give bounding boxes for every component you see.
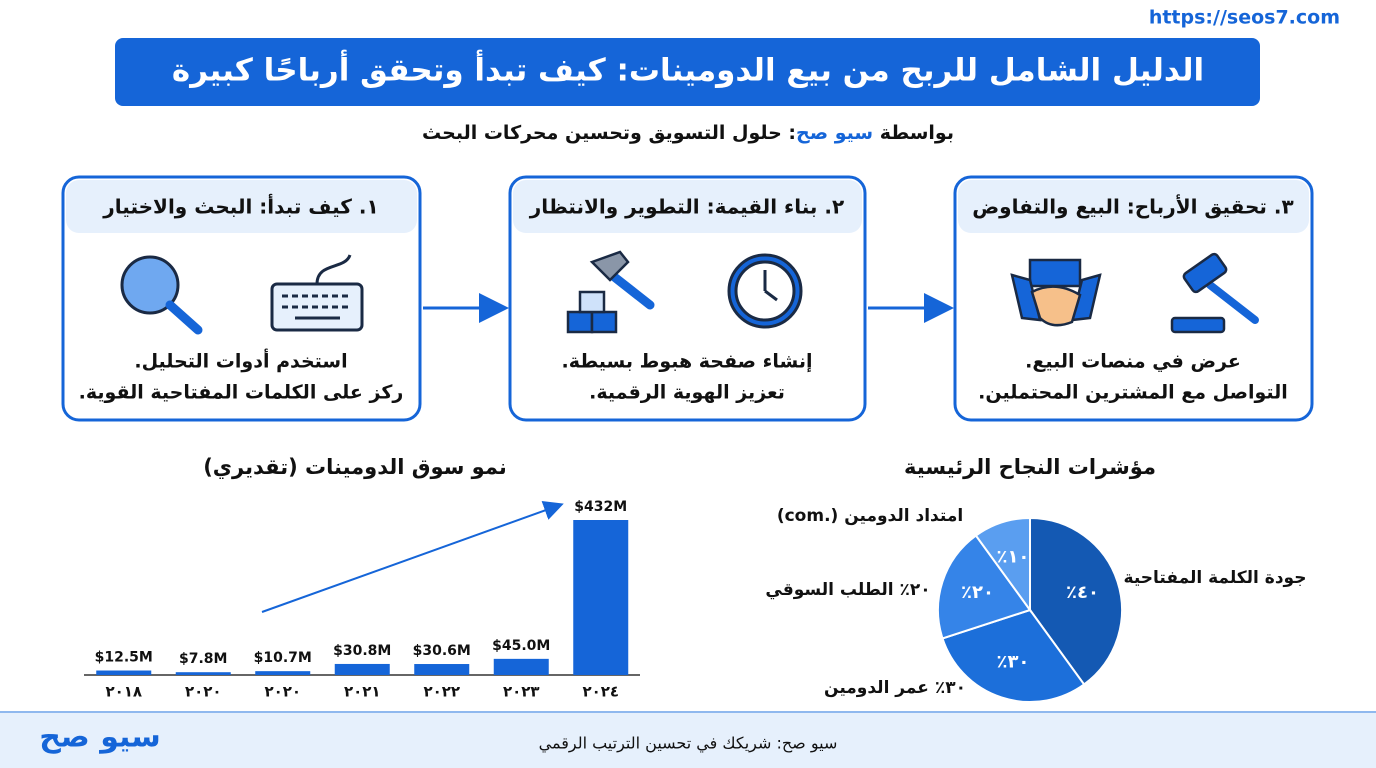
slice-label: جودة الكلمة المفتاحية <box>1124 568 1307 588</box>
step-line: ركز على الكلمات المفتاحية القوية. <box>79 382 404 404</box>
value-label: $45.0M <box>492 638 550 654</box>
chart-title: نمو سوق الدومينات (تقديري) <box>203 455 507 480</box>
handshake-icon <box>1010 258 1102 327</box>
bar <box>96 670 152 675</box>
value-label: $30.6M <box>413 643 471 659</box>
bar <box>255 671 311 675</box>
pie-slice <box>974 516 1031 614</box>
x-tick-label: ٢٠٢٣ <box>503 683 540 701</box>
bar <box>175 672 231 675</box>
value-label: ٪٤٠ <box>1066 582 1099 603</box>
blocks-hammer-icon <box>566 250 655 334</box>
url: https://seos7.com <box>1149 7 1340 29</box>
footer-band <box>0 712 1376 768</box>
chart-title: مؤشرات النجاح الرئيسية <box>904 455 1156 479</box>
pie-slice <box>1029 516 1123 686</box>
pie-slice <box>941 608 1086 703</box>
slice-label: ٢٠٪ الطلب السوقي <box>765 580 930 600</box>
step-title: ١. كيف تبدأ: البحث والاختيار <box>102 193 378 219</box>
x-tick-label: ٢٠٢٤ <box>582 683 619 701</box>
value-label: ٪١٠ <box>996 547 1029 568</box>
x-tick-label: ٢٠١٨ <box>105 683 142 701</box>
title-banner <box>115 38 1260 106</box>
clock-icon <box>727 253 803 329</box>
step-card <box>508 175 867 422</box>
step-title: ٢. بناء القيمة: التطوير والانتظار <box>529 195 844 219</box>
bar <box>493 658 549 675</box>
footer-logo: سيو صح <box>39 720 161 755</box>
slice-label: امتداد الدومين (.com) <box>777 506 963 526</box>
x-tick-label: ٢٠٢١ <box>344 683 381 701</box>
slice-label: ٣٠٪ عمر الدومين <box>824 678 966 698</box>
trend-arrow <box>261 500 564 613</box>
footer-tagline: سيو صح: شريكك في تحسين الترتيب الرقمي <box>539 734 838 754</box>
step-line: تعزيز الهوية الرقمية. <box>589 382 785 404</box>
step-line: استخدم أدوات التحليل. <box>134 349 347 373</box>
subtitle-prefix: بواسطة <box>879 122 954 144</box>
bar <box>414 664 470 675</box>
pie-slice <box>937 534 1032 640</box>
step-line: عرض في منصات البيع. <box>1025 351 1241 373</box>
x-tick-label: ٢٠٢٢ <box>423 683 460 701</box>
value-label: $432M <box>574 499 627 515</box>
step-card <box>953 175 1314 422</box>
value-label: $30.8M <box>333 643 391 659</box>
keyboard-icon <box>270 254 364 332</box>
value-label: $10.7M <box>254 650 312 666</box>
step-card <box>61 175 422 422</box>
step-line: التواصل مع المشترين المحتملين. <box>978 382 1288 404</box>
value-label: ٪٢٠ <box>961 582 994 603</box>
x-tick-label: ٢٠٢٠ <box>185 683 222 701</box>
title: الدليل الشامل للربح من بيع الدومينات: كي… <box>172 50 1204 89</box>
value-label: ٪٣٠ <box>996 651 1029 672</box>
gavel-icon <box>1170 252 1259 334</box>
subtitle: بواسطة سيو صح: حلول التسويق وتحسين محركا… <box>0 122 1376 144</box>
magnifier-icon <box>120 255 203 335</box>
subtitle-rest: : حلول التسويق وتحسين محركات البحث <box>422 122 797 144</box>
subtitle-brand: سيو صح <box>796 122 874 144</box>
bar <box>334 663 390 675</box>
bar <box>573 520 629 675</box>
step-line: إنشاء صفحة هبوط بسيطة. <box>562 351 813 373</box>
step-title: ٣. تحقيق الأرباح: البيع والتفاوض <box>972 194 1293 219</box>
x-tick-label: ٢٠٢٠ <box>264 683 301 701</box>
value-label: $7.8M <box>179 651 227 667</box>
value-label: $12.5M <box>95 650 153 666</box>
